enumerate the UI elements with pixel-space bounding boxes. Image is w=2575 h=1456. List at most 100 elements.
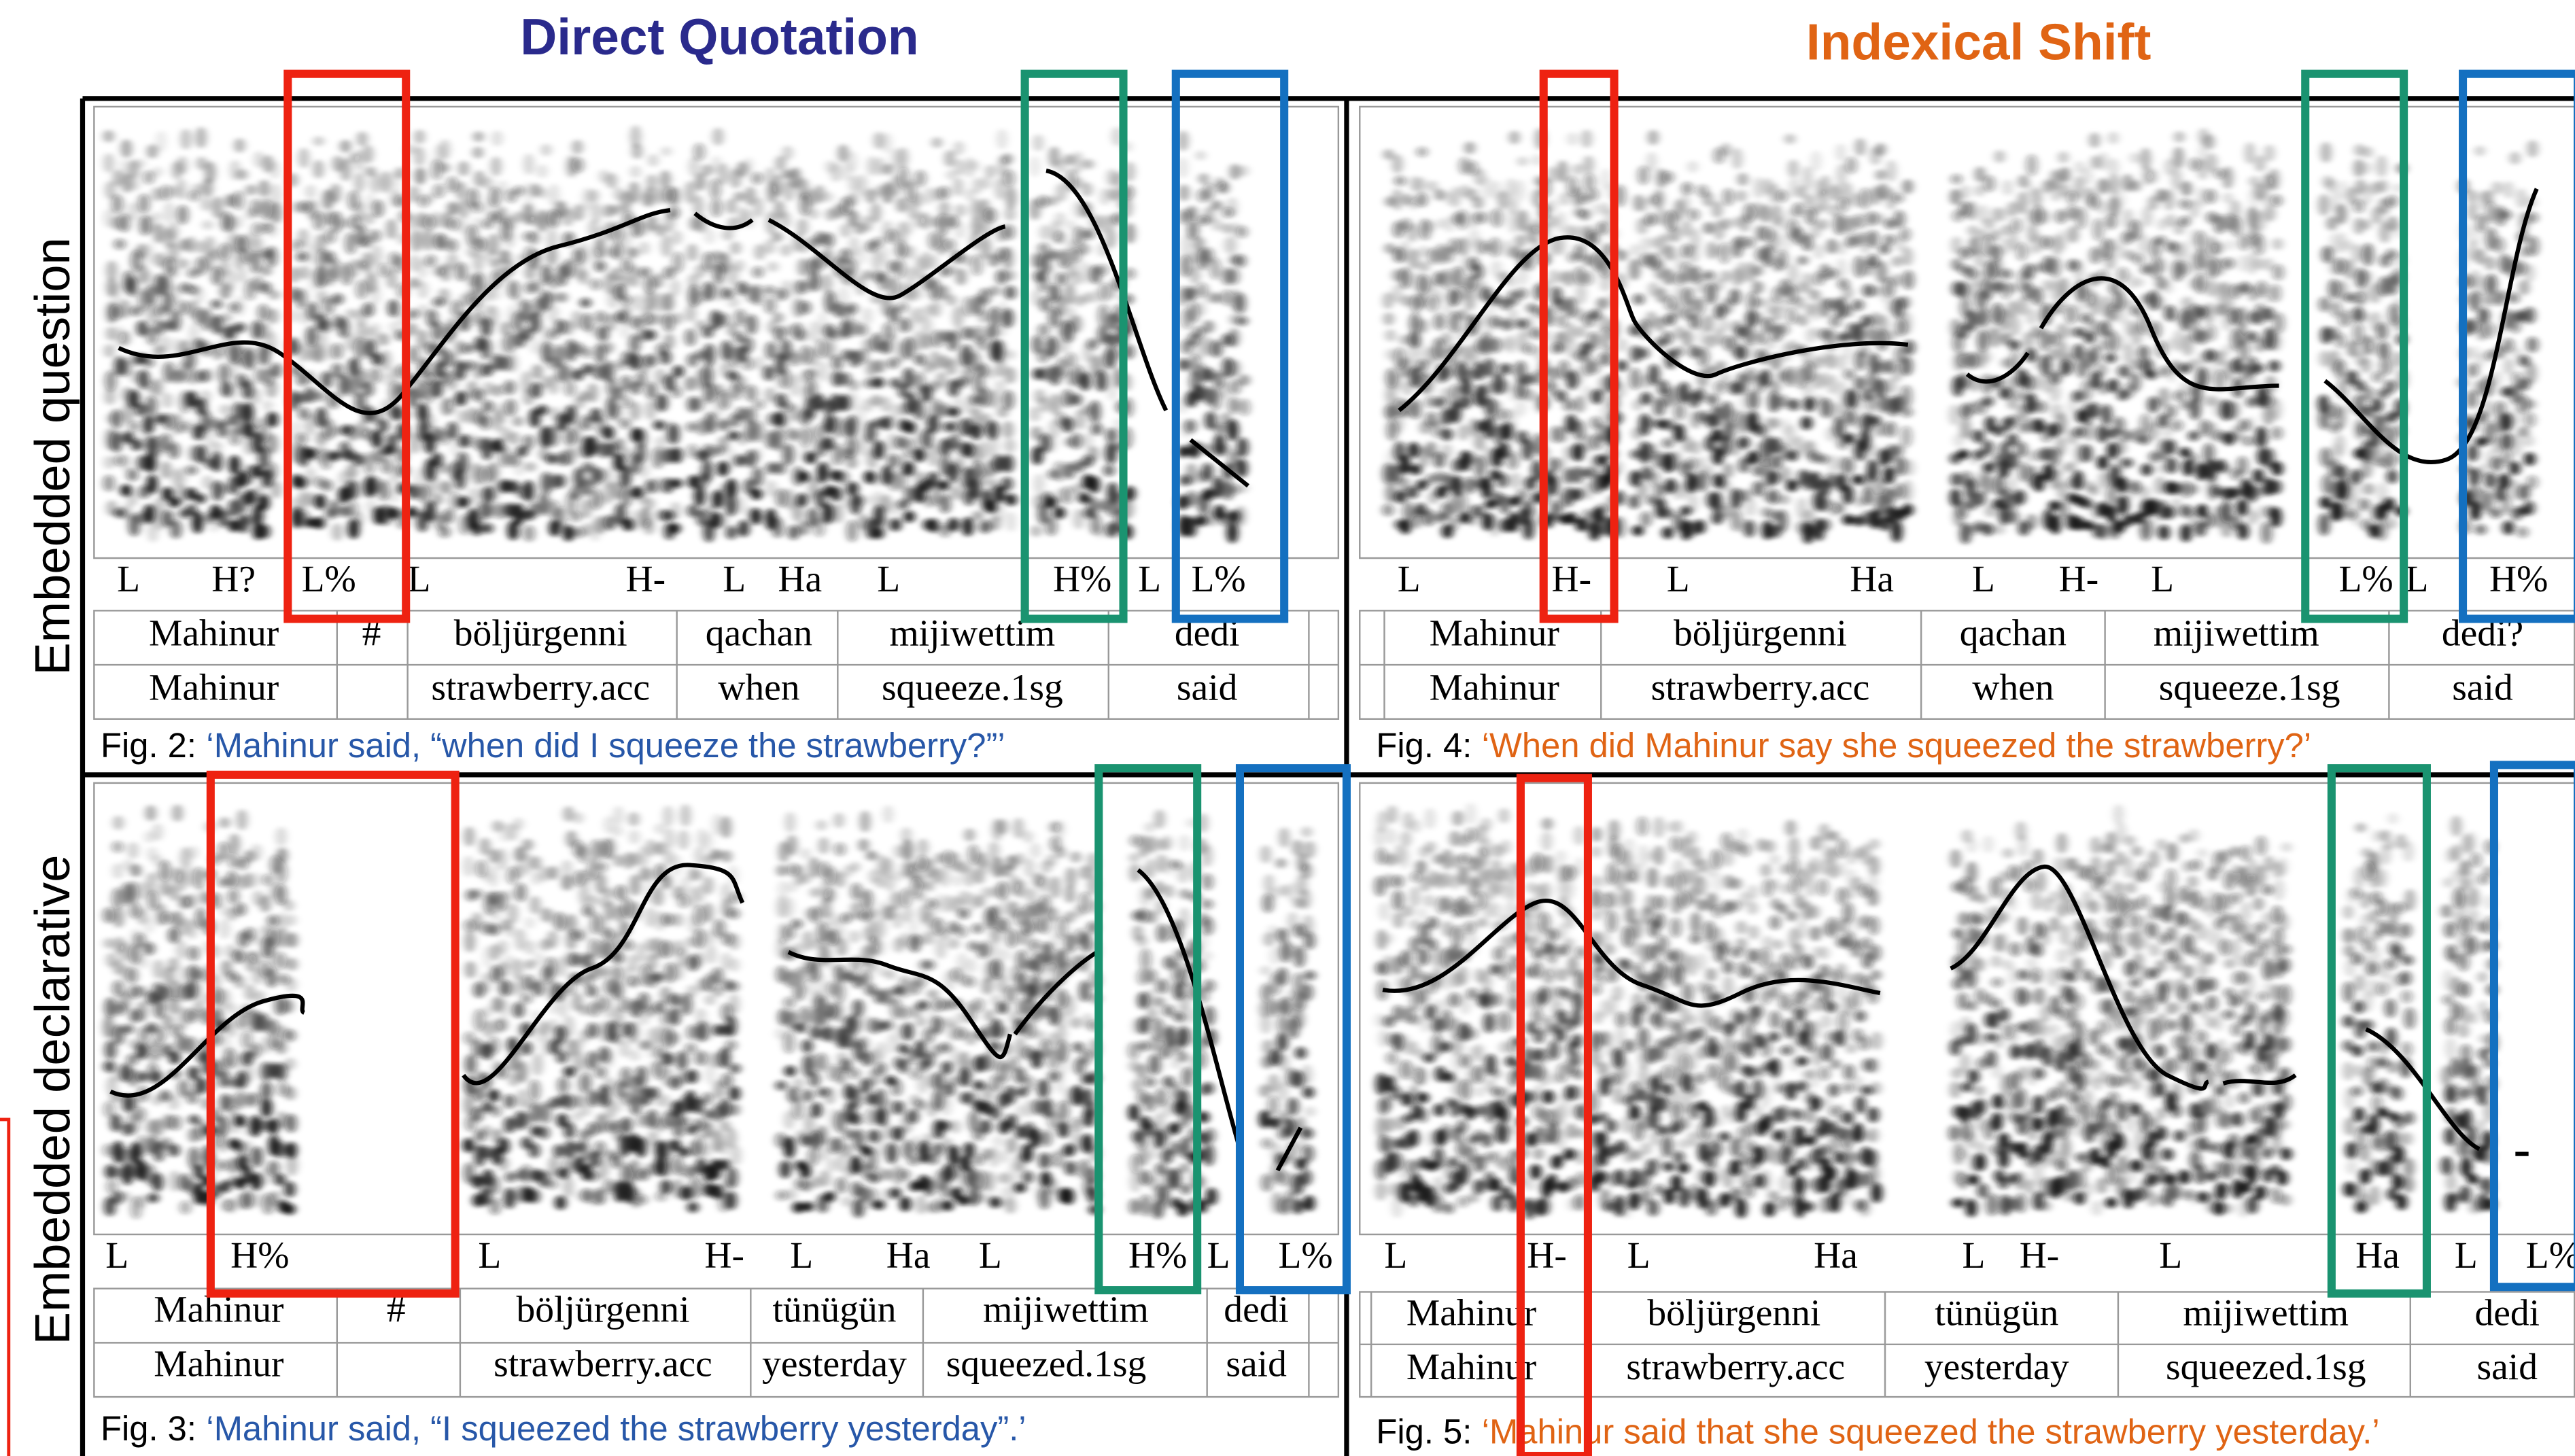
formant xyxy=(710,849,722,860)
formant xyxy=(873,440,884,460)
formant xyxy=(1867,327,1878,343)
formant xyxy=(146,474,158,494)
formant xyxy=(955,1027,967,1040)
formant xyxy=(850,1088,862,1109)
formant xyxy=(1185,286,1196,301)
formant xyxy=(438,463,450,474)
formant xyxy=(772,175,783,197)
page: Direct Quotation Indexical Shift Embedde… xyxy=(0,0,2575,1456)
formant xyxy=(857,324,868,336)
formant xyxy=(2155,235,2166,245)
formant xyxy=(2319,496,2331,509)
gloss: strawberry.acc xyxy=(431,667,650,708)
formant xyxy=(587,324,598,336)
formant xyxy=(958,908,969,919)
formant xyxy=(169,443,180,460)
formant xyxy=(927,989,939,999)
formant xyxy=(1006,929,1018,948)
row-label: Embedded question xyxy=(25,237,80,675)
formant xyxy=(556,292,568,303)
formant xyxy=(823,232,834,247)
formant xyxy=(2253,234,2265,255)
formant xyxy=(152,1039,164,1061)
formant xyxy=(669,523,680,534)
formant xyxy=(1854,377,1866,391)
formant xyxy=(671,447,682,464)
formant xyxy=(1407,487,1419,499)
formant xyxy=(1859,188,1871,209)
formant xyxy=(965,1031,977,1045)
formant xyxy=(488,233,500,256)
formant xyxy=(1966,201,1977,220)
formant xyxy=(472,889,483,899)
formant xyxy=(746,385,757,402)
formant xyxy=(870,203,882,222)
formant xyxy=(1901,426,1912,447)
formant xyxy=(971,254,983,276)
formant xyxy=(965,958,977,973)
formant xyxy=(776,865,788,877)
formant xyxy=(1678,382,1690,404)
formant xyxy=(1703,465,1714,479)
formant xyxy=(988,436,999,458)
formant xyxy=(1990,230,2001,241)
formant xyxy=(234,138,245,152)
formant xyxy=(472,217,484,229)
formant xyxy=(508,432,520,445)
formant xyxy=(830,163,842,182)
formant xyxy=(2387,470,2398,484)
formant xyxy=(498,1156,509,1171)
word: mijiwettim xyxy=(2154,613,2319,655)
formant xyxy=(168,1095,179,1110)
formant xyxy=(1211,200,1222,210)
formant xyxy=(119,941,131,961)
formant xyxy=(2123,343,2135,365)
formant xyxy=(2116,311,2128,324)
formant xyxy=(2475,524,2487,535)
formant xyxy=(224,1198,236,1213)
formant xyxy=(353,172,365,192)
formant xyxy=(785,970,797,988)
formant xyxy=(1589,361,1600,375)
formant xyxy=(1497,473,1508,488)
formant xyxy=(702,1092,713,1105)
formant xyxy=(719,1159,730,1170)
formant xyxy=(2139,486,2150,500)
formant xyxy=(1392,374,1403,391)
formant xyxy=(993,504,1005,521)
formant xyxy=(915,170,927,187)
formant xyxy=(506,353,518,372)
formant xyxy=(1899,228,1911,241)
formant xyxy=(920,212,931,230)
formant xyxy=(1002,309,1014,328)
formant xyxy=(798,471,810,483)
gloss: said xyxy=(2452,667,2513,708)
formant xyxy=(1638,166,1649,185)
formant xyxy=(587,1171,599,1182)
formant xyxy=(202,178,213,197)
formant xyxy=(2007,300,2018,318)
formant xyxy=(1087,339,1099,350)
formant xyxy=(464,931,476,952)
formant xyxy=(1629,244,1641,256)
formant xyxy=(1415,343,1427,359)
formant xyxy=(298,228,309,247)
formant xyxy=(927,444,939,467)
tone-label: L xyxy=(117,559,140,600)
formant xyxy=(523,525,535,542)
formant xyxy=(846,258,857,277)
formant xyxy=(1836,258,1848,280)
formant xyxy=(1875,421,1886,437)
formant xyxy=(119,299,131,319)
formant xyxy=(2318,513,2330,536)
formant xyxy=(1406,224,1418,243)
formant xyxy=(685,305,697,322)
formant xyxy=(296,289,307,309)
formant xyxy=(1787,263,1799,283)
formant xyxy=(655,436,667,449)
formant xyxy=(275,1040,287,1055)
formant xyxy=(680,804,691,827)
formant xyxy=(897,302,908,312)
formant xyxy=(1014,880,1026,898)
formant xyxy=(321,319,332,332)
